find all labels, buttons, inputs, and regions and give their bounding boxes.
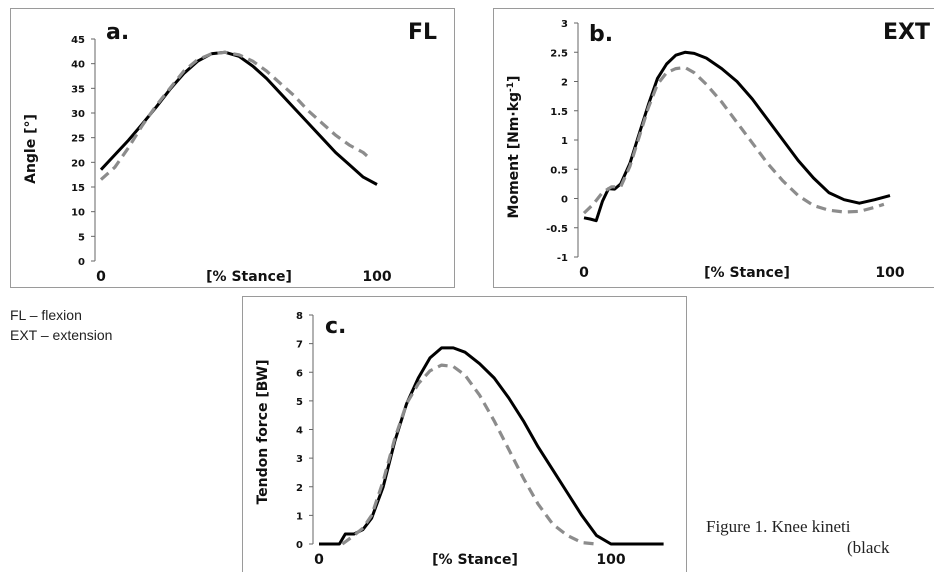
chart-a-x-tick-label: 0 xyxy=(96,269,106,285)
chart-a-x-tick-label: 100 xyxy=(362,269,391,285)
chart-a-y-tick-label: 0 xyxy=(78,257,85,268)
chart-b-y-tick-label: 3 xyxy=(561,19,568,30)
chart-a-series-solid-line xyxy=(99,50,378,186)
chart-a-y-tick-label: 25 xyxy=(71,134,85,145)
chart-b-x-tick-label: 100 xyxy=(875,265,904,281)
chart-b-x-tick-label: 0 xyxy=(579,265,589,281)
chart-panel-a: 0 5 10 15 20 25 30 35 40 45 0 100 [% Stance] Angle [°… xyxy=(10,8,455,288)
chart-a-y-tick-label: 30 xyxy=(71,109,85,120)
chart-b-panel-label: b. xyxy=(589,22,613,47)
chart-c-x-tick-label: 0 xyxy=(314,552,324,568)
chart-a-svg: 0 5 10 15 20 25 30 35 40 45 0 100 [% Stance] Angle [°… xyxy=(23,20,437,285)
chart-a-y-tick-label: 20 xyxy=(71,158,85,169)
chart-a-y-tick-label: 35 xyxy=(71,84,85,95)
chart-b-series-dashed-line xyxy=(582,65,885,215)
chart-c-series-dashed-line xyxy=(341,363,597,546)
chart-c-y-tick-label: 8 xyxy=(296,311,303,322)
chart-panel-c: 0 1 2 3 4 5 6 7 8 0 100 [% Stance] Tendon force [BW]… xyxy=(242,296,687,572)
chart-a-y-tick-label: 40 xyxy=(71,60,85,71)
chart-c-y-tick-label: 4 xyxy=(296,426,303,437)
figure-caption-line2: (black xyxy=(847,538,890,557)
chart-c-x-tick-label: 100 xyxy=(596,552,625,568)
chart-a-y-tick-label: 15 xyxy=(71,183,85,194)
chart-b-y-tick-label: -0.5 xyxy=(546,224,568,235)
chart-panel-b: -1 -0.5 0 0.5 1 1.5 2 2.5 3 0 100 [% Stance] Moment … xyxy=(493,8,934,288)
chart-a-y-tick-label: 5 xyxy=(78,232,85,243)
chart-a-x-axis-title: [% Stance] xyxy=(206,269,292,285)
chart-a-y-tick-label: 10 xyxy=(71,208,85,219)
chart-b-y-tick-label: 1 xyxy=(561,136,568,147)
chart-c-y-tick-label: 5 xyxy=(296,397,303,408)
chart-a-series-dashed-line xyxy=(99,50,373,181)
chart-b-corner-label: EXT xyxy=(883,20,930,45)
chart-c-y-tick-label: 7 xyxy=(296,340,303,351)
chart-a-corner-label: FL xyxy=(408,20,437,45)
chart-c-x-axis-title: [% Stance] xyxy=(432,552,518,568)
chart-c-panel-label: c. xyxy=(325,314,346,339)
note-extension: EXT – extension xyxy=(10,327,113,343)
chart-c-y-tick-label: 6 xyxy=(296,368,303,379)
chart-c-y-tick-label: 3 xyxy=(296,454,303,465)
chart-b-y-tick-label: 0.5 xyxy=(550,165,568,176)
figure-caption-line1: Figure 1. Knee kineti xyxy=(706,517,851,536)
chart-c-y-tick-label: 2 xyxy=(296,483,303,494)
chart-b-y-tick-label: 1.5 xyxy=(550,107,568,118)
chart-b-y-tick-label: 0 xyxy=(561,195,568,206)
chart-b-y-tick-label: -1 xyxy=(557,253,568,264)
chart-b-y-axis-title: Moment [Nm·kg-1] xyxy=(506,76,522,219)
chart-c-svg: 0 1 2 3 4 5 6 7 8 0 100 [% Stance] Tendon force [BW]… xyxy=(255,311,664,568)
chart-c-y-tick-label: 0 xyxy=(296,540,303,551)
chart-a-y-axis-title: Angle [°] xyxy=(23,114,39,184)
chart-b-y-tick-label: 2 xyxy=(561,78,568,89)
chart-b-series-solid-line xyxy=(583,50,891,223)
chart-b-y-tick-label: 2.5 xyxy=(550,48,568,59)
chart-a-y-tick-label: 45 xyxy=(71,35,85,46)
chart-c-y-axis-title: Tendon force [BW] xyxy=(255,359,271,504)
chart-c-y-tick-label: 1 xyxy=(296,511,303,522)
chart-a-panel-label: a. xyxy=(106,20,129,45)
chart-b-x-axis-title: [% Stance] xyxy=(704,265,790,281)
chart-b-svg: -1 -0.5 0 0.5 1 1.5 2 2.5 3 0 100 [% Stance] Moment … xyxy=(506,19,930,281)
note-flexion: FL – flexion xyxy=(10,307,82,323)
